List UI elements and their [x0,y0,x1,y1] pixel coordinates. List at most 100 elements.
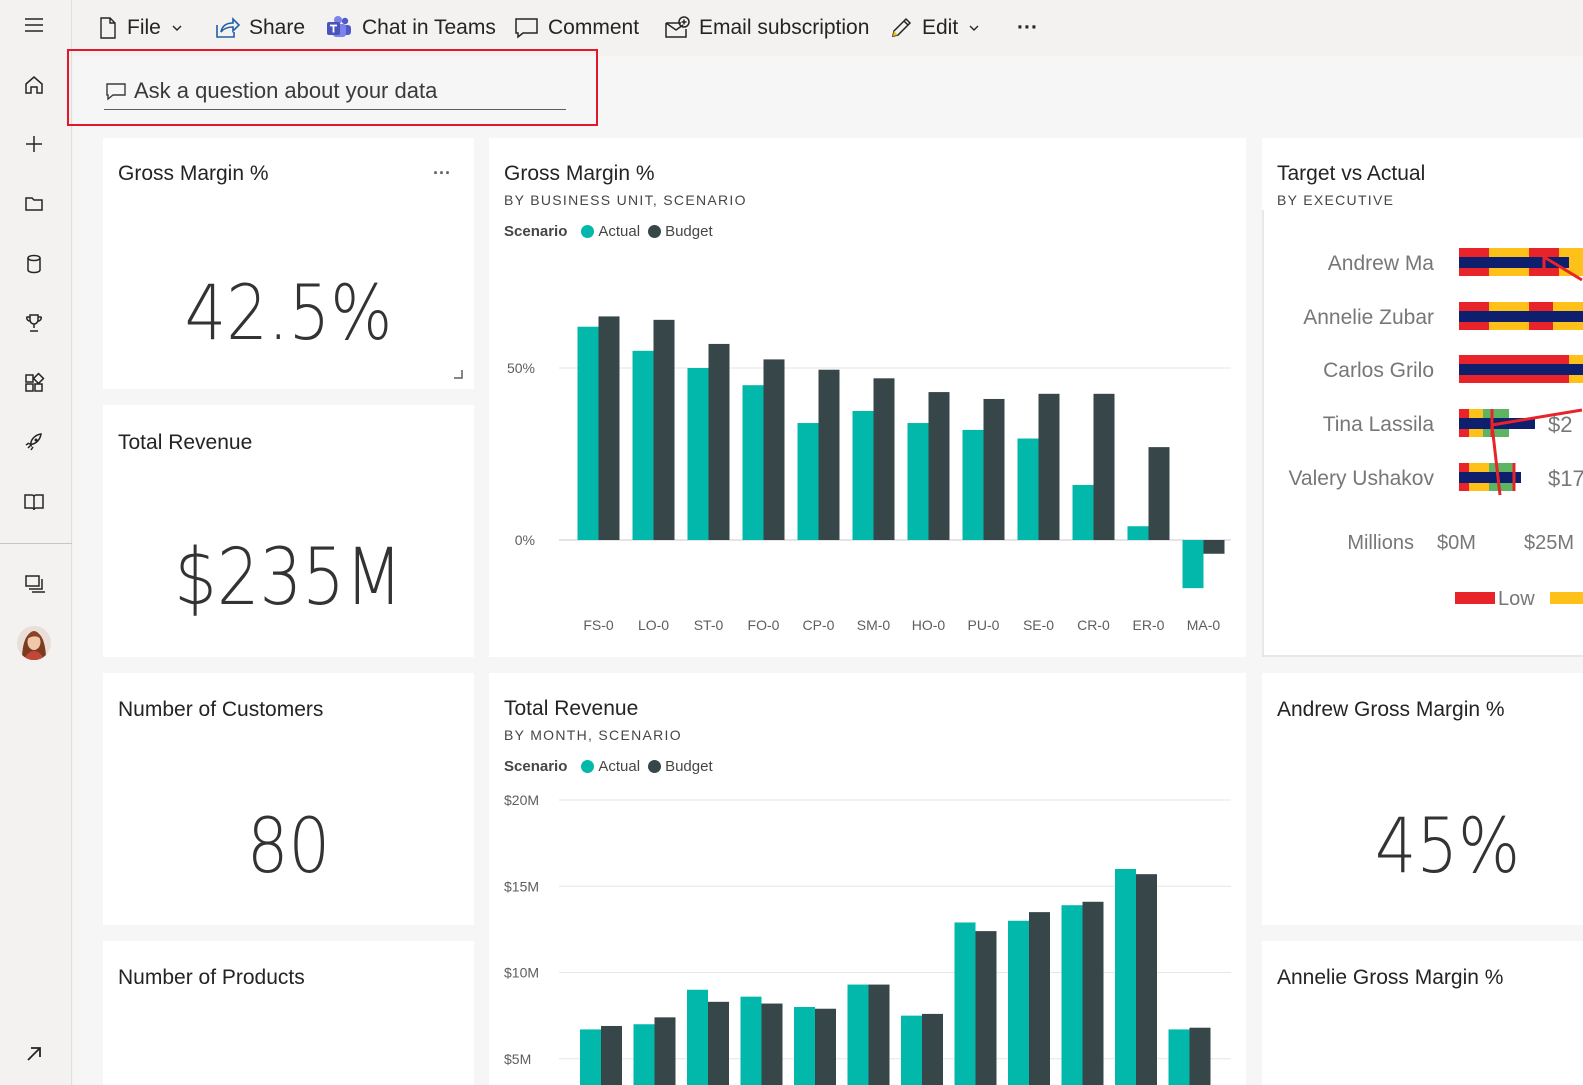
file-icon [100,17,116,39]
create-plus-icon[interactable] [16,126,52,162]
file-menu-button[interactable]: File [98,10,184,46]
target-trend-line [1490,424,1502,496]
bar-actual [852,411,874,540]
qa-highlight-box [67,49,598,126]
total-revenue-value: $235M [174,533,403,623]
resize-handle-icon[interactable] [453,369,463,379]
bar-actual [954,922,976,1085]
bar-budget [818,369,840,540]
bar-budget [1203,540,1225,554]
bar-actual [794,1007,815,1085]
tile-annelie-gross-margin[interactable]: Annelie Gross Margin % [1262,941,1583,1085]
nav-divider [0,543,72,544]
file-label: File [127,16,161,39]
x-tick-label: CP-0 [803,617,835,633]
tile-title: Number of Products [118,966,305,989]
bar-actual [580,1029,601,1085]
workspaces-icon[interactable] [16,566,52,602]
qa-placeholder: Ask a question about your data [134,77,438,103]
tile-total-revenue-card[interactable]: Total Revenue $235M [103,405,474,657]
tile-number-of-products[interactable]: Number of Products [103,941,474,1085]
home-icon[interactable] [16,67,52,103]
legend-title: Scenario [504,223,568,240]
legend-item-budget[interactable]: Budget [648,223,713,240]
edit-menu-button[interactable]: Edit [889,10,981,46]
bar-actual [740,996,762,1085]
bar-actual [632,350,654,540]
tile-title: Andrew Gross Margin % [1277,698,1505,721]
x-tick-label: $25M [1524,532,1574,554]
expand-arrow-icon[interactable] [16,1036,52,1072]
target-vs-actual-bullet-chart: Andrew Ma Annelie Zubar Carlos Grilo Tina L… [1262,210,1583,657]
learn-book-icon[interactable] [16,484,52,520]
teams-icon [327,16,351,37]
bar-budget [653,319,675,540]
legend-item-budget[interactable]: Budget [648,758,713,775]
more-options-button[interactable]: ··· [1017,10,1038,46]
edit-label: Edit [922,16,959,39]
pencil-icon [892,17,912,37]
hamburger-menu-icon[interactable] [16,7,52,43]
tile-target-vs-actual[interactable]: Target vs Actual BY EXECUTIVE Andrew Ma A… [1262,138,1583,657]
chat-in-teams-button[interactable]: Chat in Teams [326,10,496,46]
bar-actual [1008,920,1029,1085]
comment-button[interactable]: Comment [514,10,639,46]
deployment-rocket-icon[interactable] [16,424,52,460]
x-tick-label: MA-0 [1187,617,1221,633]
target-trend-line [1491,408,1583,427]
share-button[interactable]: Share [214,10,305,46]
legend-item-actual[interactable]: Actual [581,758,640,775]
legend-item-actual[interactable]: Actual [581,223,640,240]
bar-budget [654,1017,676,1085]
tile-title: Annelie Gross Margin % [1277,966,1504,989]
tile-andrew-gross-margin[interactable]: Andrew Gross Margin % 45% [1262,673,1583,925]
x-tick-label: HO-0 [912,617,946,633]
user-avatar[interactable] [17,626,51,660]
legend-label-low: Low [1498,588,1535,610]
x-tick-label: PU-0 [968,617,1000,633]
x-tick-label: ER-0 [1133,617,1165,633]
executive-label: Tina Lassila [1323,413,1435,436]
tile-total-revenue-chart[interactable]: Total Revenue BY MONTH, SCENARIO Scenari… [489,673,1246,1085]
chevron-down-icon [969,25,979,31]
chevron-down-icon [172,25,182,31]
apps-icon[interactable] [16,365,52,401]
bar-actual [577,326,599,540]
bar-budget [708,1001,729,1085]
data-hub-cylinder-icon[interactable] [16,246,52,282]
tile-subtitle: BY EXECUTIVE [1277,192,1395,208]
legend-label: Actual [598,223,641,240]
email-subscription-label: Email subscription [699,16,870,39]
legend-label: Budget [665,223,713,240]
tile-more-options[interactable]: ··· [433,163,451,183]
email-subscription-button[interactable]: Email subscription [664,10,869,46]
more-options-label: ··· [1017,16,1038,39]
bar-budget [1148,447,1170,540]
x-tick-label: LO-0 [638,617,669,633]
bar-actual [1061,905,1083,1085]
goals-trophy-icon[interactable] [16,305,52,341]
bar-actual [633,1024,655,1085]
browse-folder-icon[interactable] [16,186,52,222]
bar-actual [1115,869,1136,1085]
x-tick-label: SM-0 [857,617,891,633]
bar-actual [1127,526,1149,540]
tile-gross-margin-card[interactable]: Gross Margin % ··· 42.5% [103,138,474,389]
tile-title: Gross Margin % [118,162,269,185]
qa-question-box[interactable]: Ask a question about your data [104,72,566,110]
bar-budget [868,984,890,1085]
x-tick-label: SE-0 [1023,617,1054,633]
tile-subtitle: BY MONTH, SCENARIO [504,727,682,743]
x-tick-label: FS-0 [583,617,614,633]
left-nav-rail [0,0,72,1085]
bar-budget [761,1003,783,1085]
bar-actual [907,423,929,540]
bar-budget [1029,912,1050,1085]
tile-gross-margin-chart[interactable]: Gross Margin % BY BUSINESS UNIT, SCENARI… [489,138,1246,657]
tile-title: Total Revenue [118,431,253,454]
bar-actual [962,429,984,540]
executive-label: Valery Ushakov [1288,467,1434,490]
bar-budget [1038,393,1060,540]
legend-dot [581,760,595,773]
tile-number-of-customers[interactable]: Number of Customers 80 [103,673,474,925]
